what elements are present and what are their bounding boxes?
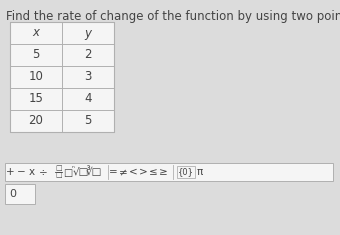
Text: □: □ xyxy=(55,172,62,179)
Text: ÷: ÷ xyxy=(39,167,47,177)
Text: <: < xyxy=(129,167,137,177)
Text: □: □ xyxy=(55,165,62,172)
Text: √□: √□ xyxy=(73,167,89,177)
Text: ∛□: ∛□ xyxy=(86,167,102,177)
Text: 2: 2 xyxy=(84,48,92,62)
Text: {0}: {0} xyxy=(178,168,194,176)
Text: □: □ xyxy=(63,168,73,178)
FancyBboxPatch shape xyxy=(5,184,35,204)
Text: 0: 0 xyxy=(9,189,16,199)
Text: ≠: ≠ xyxy=(119,167,128,177)
FancyBboxPatch shape xyxy=(5,163,333,181)
Text: 10: 10 xyxy=(29,70,44,83)
Text: x: x xyxy=(33,27,39,39)
Text: x: x xyxy=(29,167,35,177)
Text: 5: 5 xyxy=(84,114,92,128)
FancyBboxPatch shape xyxy=(10,22,114,132)
Text: ⁿ: ⁿ xyxy=(72,166,74,172)
Text: π: π xyxy=(197,167,203,177)
Text: 3: 3 xyxy=(84,70,92,83)
Text: −: − xyxy=(17,167,26,177)
Text: =: = xyxy=(108,167,117,177)
Text: 20: 20 xyxy=(29,114,44,128)
Text: >: > xyxy=(139,167,147,177)
FancyBboxPatch shape xyxy=(177,166,195,178)
Text: +: + xyxy=(6,167,14,177)
Text: y: y xyxy=(85,27,91,39)
Text: Find the rate of change of the function by using two points from the table.: Find the rate of change of the function … xyxy=(6,10,340,23)
Text: 5: 5 xyxy=(32,48,40,62)
Text: ≤: ≤ xyxy=(149,167,157,177)
Text: ≥: ≥ xyxy=(159,167,167,177)
Text: 15: 15 xyxy=(29,93,44,106)
Text: 4: 4 xyxy=(84,93,92,106)
